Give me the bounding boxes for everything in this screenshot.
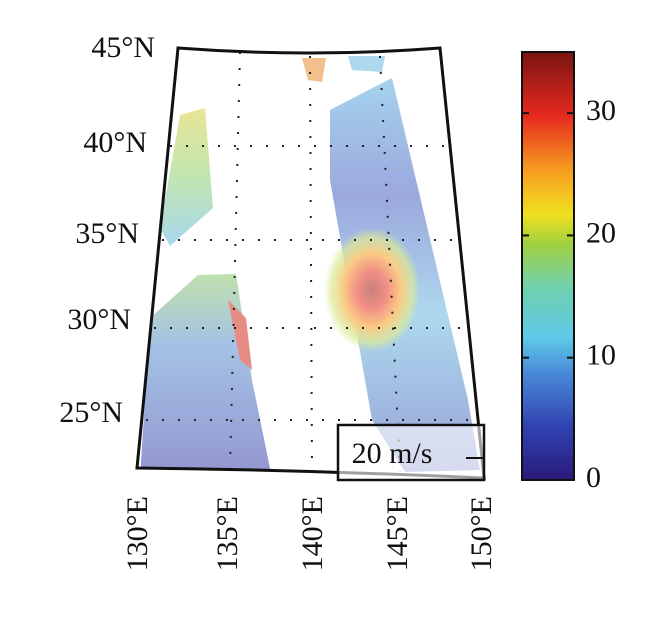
- lon-label: 130°E: [121, 496, 154, 571]
- colorbar-tick-label: 10: [586, 339, 616, 372]
- colorbar-tick-label: 30: [586, 94, 616, 127]
- lat-label: 30°N: [67, 303, 131, 336]
- scale-box: [336, 423, 486, 482]
- lon-label: 140°E: [296, 496, 329, 571]
- colorbar-tick-label: 0: [586, 461, 601, 494]
- lat-label: 25°N: [59, 396, 123, 429]
- colorbar: [521, 51, 575, 481]
- scale-label: 20 m/s: [352, 437, 433, 470]
- wind-swaths: [137, 48, 484, 478]
- lon-label: 150°E: [465, 496, 498, 571]
- lat-label: 35°N: [75, 217, 139, 250]
- lat-label: 45°N: [91, 31, 155, 64]
- colorbar-tick-label: 20: [586, 216, 616, 249]
- lon-label: 135°E: [211, 496, 244, 571]
- lat-label: 40°N: [83, 126, 147, 159]
- lon-label: 145°E: [381, 496, 414, 571]
- graticule: [146, 51, 475, 473]
